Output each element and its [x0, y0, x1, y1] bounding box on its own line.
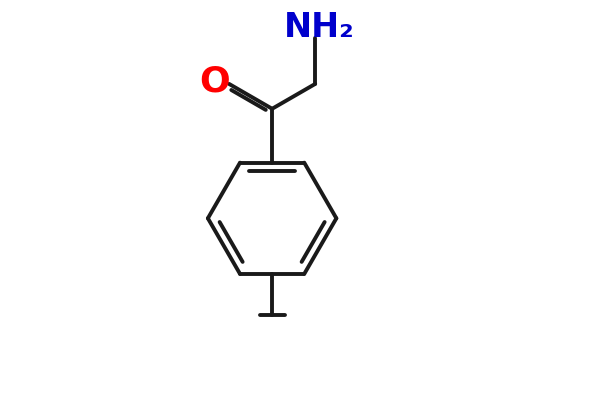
Text: NH₂: NH₂ — [284, 11, 355, 45]
Text: O: O — [199, 65, 230, 99]
